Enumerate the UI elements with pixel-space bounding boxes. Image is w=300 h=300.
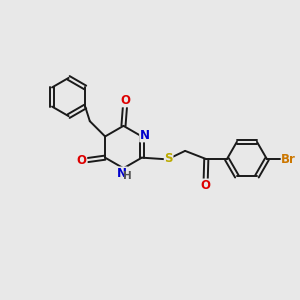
Text: O: O (121, 94, 130, 107)
Text: H: H (123, 171, 132, 181)
Text: Br: Br (281, 153, 296, 166)
Text: S: S (164, 152, 173, 165)
Text: N: N (140, 129, 150, 142)
Text: O: O (201, 179, 211, 192)
Text: O: O (76, 154, 87, 167)
Text: N: N (117, 167, 127, 180)
